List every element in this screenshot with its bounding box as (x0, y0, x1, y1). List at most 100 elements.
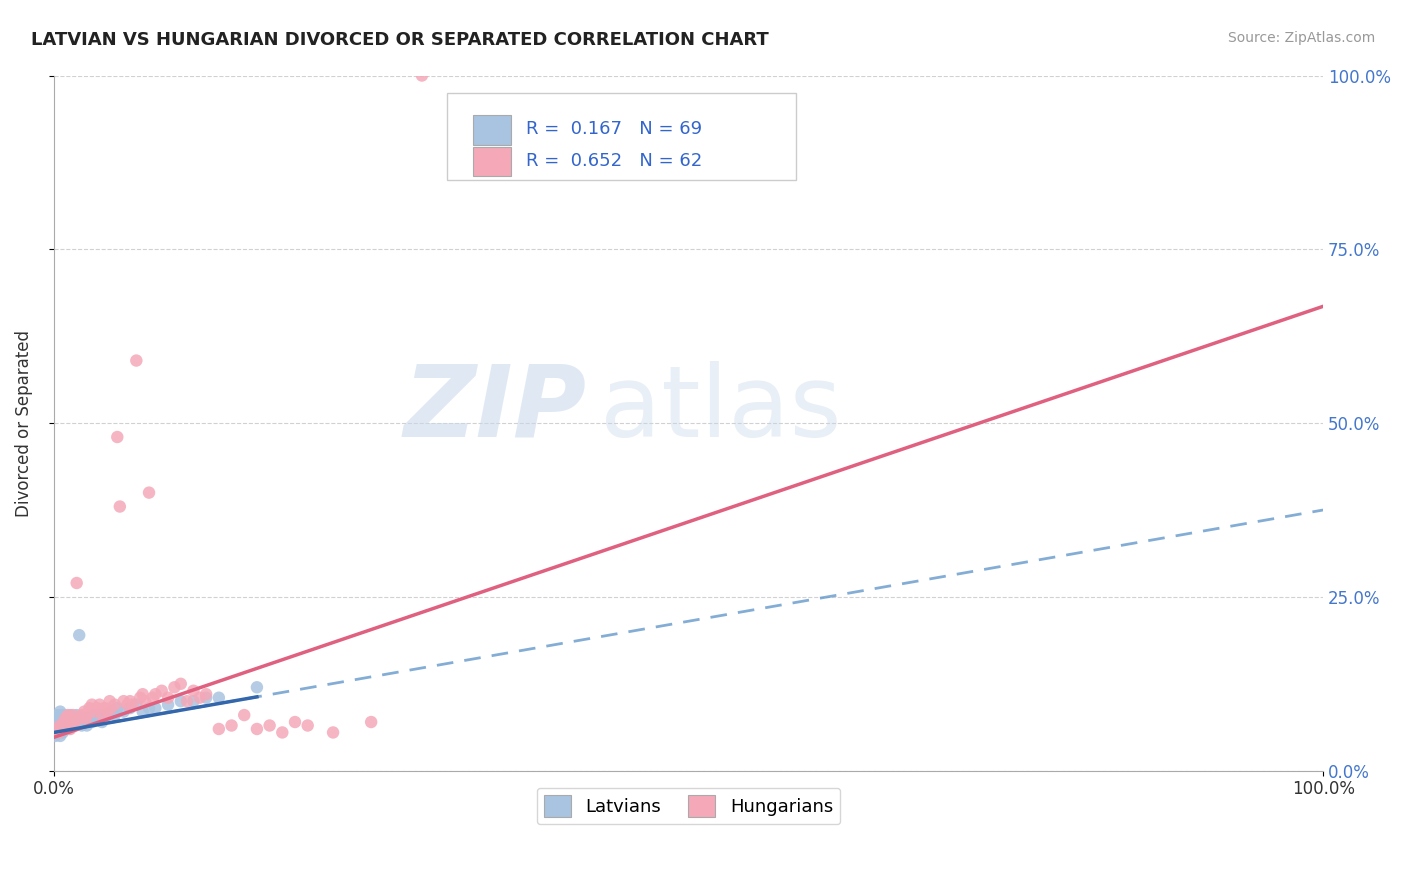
Point (59, 718, 82, 732)
Text: atlas: atlas (599, 360, 841, 458)
FancyBboxPatch shape (472, 146, 510, 176)
Point (188, 690, 211, 705)
Point (284, 714, 307, 729)
Point (49, 714, 72, 729)
Point (53, 714, 76, 729)
Text: LATVIAN VS HUNGARIAN DIVORCED OR SEPARATED CORRELATION CHART: LATVIAN VS HUNGARIAN DIVORCED OR SEPARAT… (31, 31, 769, 49)
Point (55, 718, 77, 732)
Point (125, 698, 148, 712)
Point (51, 714, 73, 729)
Point (76, 708, 98, 723)
Legend: Latvians, Hungarians: Latvians, Hungarians (537, 788, 841, 824)
Point (75, 712, 97, 726)
Point (170, 677, 193, 691)
Point (55, 722, 77, 736)
Point (45, 714, 67, 729)
Point (83, 705, 105, 719)
Point (79, 712, 101, 726)
Point (63, 714, 86, 729)
Point (69, 714, 91, 729)
Point (117, 698, 139, 712)
Point (360, 714, 382, 729)
Point (208, 690, 231, 705)
Point (233, 708, 256, 723)
Point (411, 69, 433, 83)
Point (67, 628, 90, 642)
Point (70, 718, 93, 732)
Point (271, 725, 294, 739)
Point (53, 718, 76, 732)
Point (131, 687, 153, 701)
Point (66, 712, 89, 726)
Point (49, 705, 72, 719)
Point (134, 694, 156, 708)
Point (150, 683, 173, 698)
Point (80, 714, 103, 729)
Point (51, 722, 73, 736)
Point (72, 712, 94, 726)
Point (56, 712, 79, 726)
Point (104, 698, 127, 712)
Point (63, 718, 86, 732)
Point (157, 690, 180, 705)
Point (208, 722, 231, 736)
Point (125, 353, 148, 368)
Point (52, 725, 75, 739)
FancyBboxPatch shape (447, 93, 796, 180)
Point (79, 701, 101, 715)
Point (48, 722, 70, 736)
Point (75, 714, 97, 729)
Point (53, 712, 76, 726)
Text: R =  0.167   N = 69: R = 0.167 N = 69 (526, 120, 702, 138)
Point (112, 694, 135, 708)
Point (96, 705, 118, 719)
Point (49, 718, 72, 732)
Point (49, 729, 72, 743)
Point (86, 712, 108, 726)
Point (108, 500, 131, 514)
Point (246, 680, 269, 694)
Point (58, 722, 80, 736)
Point (105, 430, 128, 444)
Point (46, 722, 69, 736)
Point (46, 718, 69, 732)
Point (58, 712, 80, 726)
Point (183, 694, 205, 708)
Point (96, 708, 118, 723)
Point (89, 708, 111, 723)
Point (176, 694, 198, 708)
Point (46, 708, 69, 723)
Point (297, 718, 319, 732)
Point (322, 725, 344, 739)
Y-axis label: Divorced or Separated: Divorced or Separated (15, 330, 32, 516)
Point (145, 687, 167, 701)
Point (44, 729, 66, 743)
Point (48, 725, 70, 739)
Point (76, 718, 98, 732)
Point (100, 705, 122, 719)
Point (100, 701, 122, 715)
Point (195, 690, 218, 705)
Point (66, 714, 89, 729)
Point (58, 714, 80, 729)
Point (46, 722, 69, 736)
Text: ZIP: ZIP (404, 360, 586, 458)
Point (66, 576, 89, 591)
Point (121, 698, 143, 712)
Point (142, 690, 165, 705)
Point (53, 722, 76, 736)
Point (65, 718, 87, 732)
Text: R =  0.652   N = 62: R = 0.652 N = 62 (526, 152, 702, 169)
Point (48, 725, 70, 739)
Point (59, 708, 82, 723)
Point (53, 708, 76, 723)
Point (131, 705, 153, 719)
Point (51, 708, 73, 723)
Point (62, 712, 84, 726)
Point (104, 708, 127, 723)
Point (118, 701, 141, 715)
Point (183, 683, 205, 698)
Point (195, 687, 218, 701)
Point (98, 694, 121, 708)
Point (145, 701, 167, 715)
